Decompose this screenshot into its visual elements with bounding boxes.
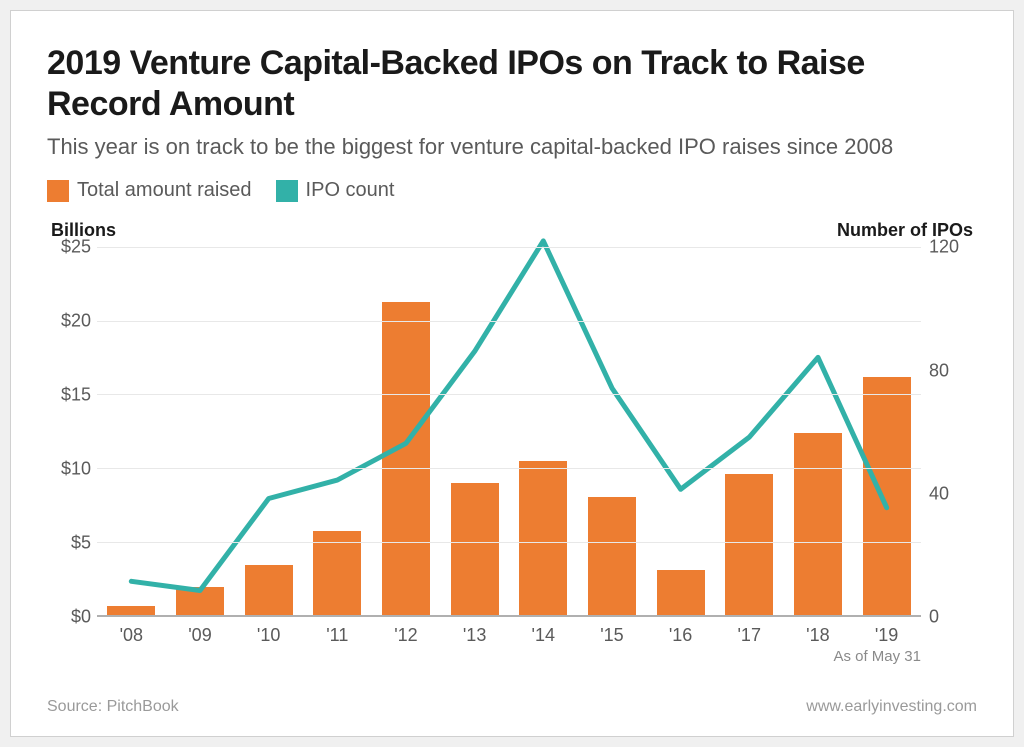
y-left-tick: $5: [71, 533, 91, 554]
y-left-tick: $0: [71, 607, 91, 628]
y-axis-left: $0$5$10$15$20$25: [47, 247, 97, 617]
grid-line: [97, 247, 921, 248]
x-tick: '17: [725, 625, 773, 646]
bar-swatch-icon: [47, 180, 69, 202]
x-tick: '15: [588, 625, 636, 646]
y-right-tick: 80: [929, 360, 949, 381]
x-tick: '12: [382, 625, 430, 646]
chart-subtitle: This year is on track to be the biggest …: [47, 133, 977, 162]
y-left-tick: $20: [61, 311, 91, 332]
grid-line: [97, 394, 921, 395]
line-swatch-icon: [276, 180, 298, 202]
y-left-tick: $15: [61, 385, 91, 406]
y-right-tick: 40: [929, 483, 949, 504]
axis-titles: Billions Number of IPOs: [47, 220, 977, 241]
chart-card: 2019 Venture Capital-Backed IPOs on Trac…: [10, 10, 1014, 737]
legend-item-bars: Total amount raised: [47, 179, 252, 202]
x-tick: '19: [863, 625, 911, 646]
legend-label-line: IPO count: [306, 179, 395, 202]
x-tick: '13: [451, 625, 499, 646]
x-tick: '14: [519, 625, 567, 646]
grid-line: [97, 321, 921, 322]
y-right-tick: 120: [929, 237, 959, 258]
legend-label-bars: Total amount raised: [77, 179, 252, 202]
x-tick: '11: [313, 625, 361, 646]
y-left-tick: $25: [61, 237, 91, 258]
chart-note: As of May 31: [47, 648, 921, 665]
footer: Source: PitchBook www.earlyinvesting.com: [47, 698, 977, 716]
y-axis-right: 04080120: [921, 247, 977, 617]
x-tick: '16: [657, 625, 705, 646]
grid-line: [97, 542, 921, 543]
chart-area: $0$5$10$15$20$25 04080120: [47, 247, 977, 617]
legend-item-line: IPO count: [276, 179, 395, 202]
chart-title: 2019 Venture Capital-Backed IPOs on Trac…: [47, 43, 977, 125]
website-label: www.earlyinvesting.com: [806, 698, 977, 716]
x-tick: '10: [245, 625, 293, 646]
x-tick: '09: [176, 625, 224, 646]
plot-area: [97, 247, 921, 617]
x-tick: '08: [107, 625, 155, 646]
line-path: [131, 241, 886, 591]
x-tick: '18: [794, 625, 842, 646]
y-left-tick: $10: [61, 459, 91, 480]
grid-line: [97, 468, 921, 469]
y-right-tick: 0: [929, 607, 939, 628]
legend: Total amount raised IPO count: [47, 179, 977, 202]
line-series: [97, 247, 921, 615]
source-label: Source: PitchBook: [47, 698, 179, 716]
x-axis-labels: '08 '09 '10 '11 '12 '13 '14 '15 '16 '17 '18 '19: [97, 625, 921, 646]
